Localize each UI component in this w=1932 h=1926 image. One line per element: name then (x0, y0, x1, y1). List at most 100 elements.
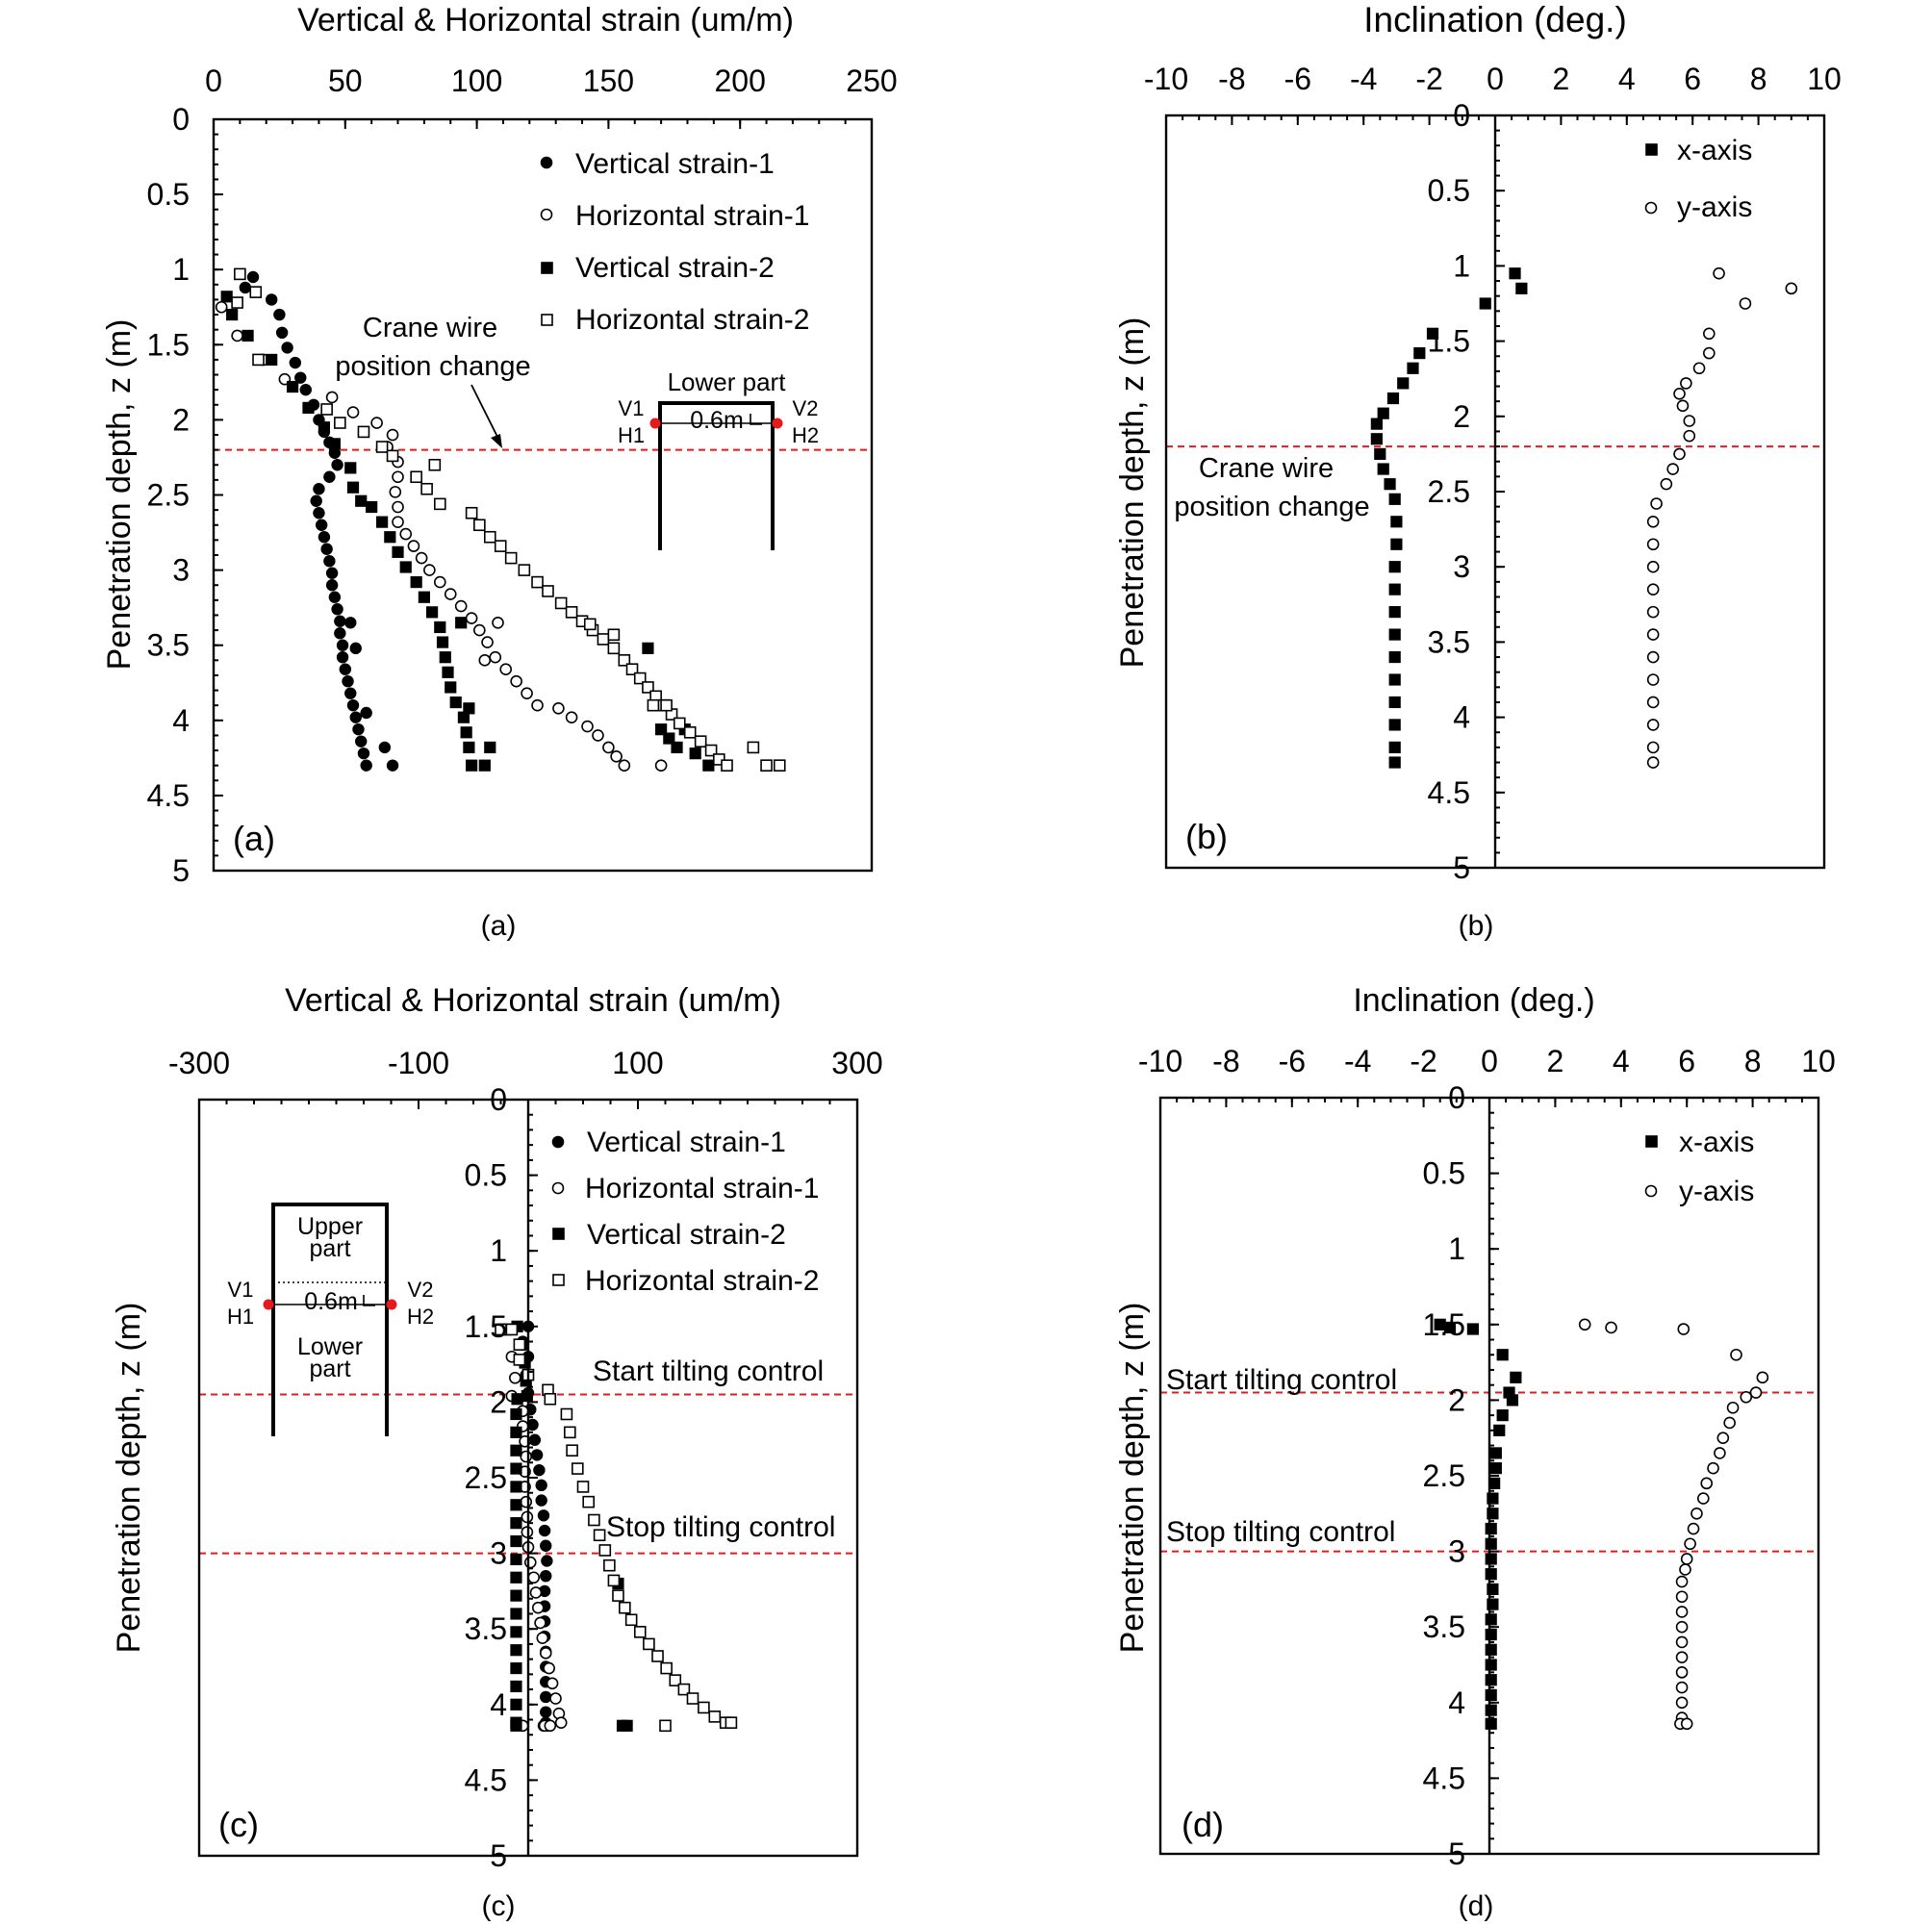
panel-a-data-point (478, 654, 492, 667)
panel-d-data-point (1707, 1461, 1719, 1475)
panel-a-legend-label-4: Horizontal strain-2 (575, 304, 809, 336)
panel-d-annotation-start-tilting: Start tilting control (1166, 1364, 1397, 1396)
panel-a-legend-item-1: Vertical strain-1 (540, 148, 775, 180)
panel-a-data-point (702, 759, 715, 772)
panel-c-data-point (593, 1529, 606, 1542)
panel-d-legend-marker-2 (1644, 1184, 1658, 1198)
panel-b-series-2 (1646, 266, 1798, 769)
panel-c-data-point (537, 1509, 550, 1522)
panel-a-data-point (392, 500, 404, 514)
panel-c-inset-label-v2: V2 (408, 1278, 434, 1302)
panel-a-data-point (331, 603, 343, 616)
panel-c-y-tick-label-8: 3.5 (465, 1611, 507, 1646)
panel-c-data-point (540, 1690, 552, 1704)
panel-a-inset-label-v2: V2 (793, 396, 819, 420)
panel-a-data-point (336, 639, 349, 651)
panel-c-inset-dim-tick (363, 1295, 375, 1306)
panel-d-y-tick-label-4: 1.5 (1423, 1307, 1465, 1342)
panel-a-data-point (281, 342, 293, 354)
panel-a-data-point (352, 722, 365, 736)
panel-a-data-point (583, 618, 597, 631)
panel-a-legend-marker-1 (540, 156, 553, 169)
panel-a-legend-item-2: Horizontal strain-1 (540, 200, 809, 232)
panel-c-data-point (660, 1661, 673, 1675)
panel-d-x-tick-label-10: 8 (1744, 1044, 1762, 1078)
panel-b-data-point (1646, 756, 1660, 769)
panel-d-data-point (1506, 1394, 1519, 1406)
panel-a-data-point (449, 696, 462, 709)
panel-a-data-point (465, 506, 478, 520)
panel-a-data-point (463, 702, 475, 715)
panel-a-data-point (315, 519, 328, 531)
panel-b-data-point (1666, 463, 1679, 475)
panel-a-data-point (592, 729, 604, 742)
panel-c-inset: Upper part 0.6m V1 H1 V2 H2 Lower part (227, 1203, 434, 1436)
panel-b-legend-label-2: y-axis (1677, 191, 1752, 223)
panel-d-caption: (d) (1459, 1890, 1494, 1922)
panel-b-data-point (1703, 327, 1716, 341)
panel-c-data-point (544, 1392, 557, 1406)
panel-c-caption: (c) (482, 1890, 516, 1922)
panel-c-y-tick-label-7: 3 (490, 1536, 507, 1571)
panel-b-data-point (1374, 447, 1386, 460)
panel-b-annotation-line-2: position change (1174, 492, 1369, 522)
panel-c-data-point (510, 1499, 522, 1511)
panel-a-data-point (328, 438, 341, 450)
panel-b-data-point (1703, 346, 1716, 360)
panel-a-y-tick-label-11: 5 (172, 853, 190, 888)
panel-a-data-point (384, 531, 396, 544)
panel-d-y-tick-label-11: 5 (1448, 1837, 1465, 1871)
panel-d-y-tick-label-5: 2 (1448, 1382, 1465, 1417)
panel-b-x-tick-label-3: -6 (1284, 62, 1311, 96)
panel-a-data-point (334, 615, 346, 627)
panel-b-data-point (1370, 433, 1383, 445)
panel-a: 0 50 100 150 200 250 0 0.5 1 1.5 2 2.5 3 3.5 4 4.5 5 Ver… (101, 2, 898, 942)
panel-a-data-point (633, 672, 647, 685)
panel-a-annotation-arrowhead (491, 434, 502, 448)
panel-c-data-point (686, 1692, 699, 1705)
panel-a-data-point (492, 616, 504, 629)
panel-a-data-point (302, 401, 315, 415)
panel-d-y-tick-label-1: 0 (1448, 1080, 1465, 1115)
panel-b-data-point (1388, 561, 1401, 573)
panel-a-data-point (370, 417, 383, 429)
panel-b-series-1 (1370, 267, 1528, 769)
panel-b-x-tick-label-9: 6 (1684, 62, 1701, 96)
panel-d-data-point (1690, 1508, 1703, 1520)
panel-a-inset-marker-right (772, 418, 783, 429)
panel-a-data-point (663, 732, 675, 745)
panel-c-series-4 (495, 1323, 738, 1733)
panel-c-data-point (527, 1571, 541, 1584)
panel-d-data-point (1714, 1447, 1726, 1459)
panel-d-data-point (1487, 1598, 1499, 1610)
panel-a-data-point (721, 759, 733, 772)
panel-a-data-point (607, 628, 621, 642)
panel-a-data-point (671, 741, 683, 754)
panel-c-inset-marker-right (386, 1299, 397, 1310)
panel-c-data-point (510, 1571, 522, 1584)
panel-b-data-point (1413, 347, 1426, 360)
panel-b-data-point (1646, 741, 1660, 754)
panel-a-y-tick-label-2: 0.5 (147, 177, 190, 212)
panel-a-y-tick-label-1: 0 (172, 102, 190, 137)
panel-d-data-point (1726, 1401, 1740, 1414)
panel-a-data-point (325, 579, 339, 592)
panel-a-data-point (249, 286, 263, 298)
panel-a-inset-marker-left (649, 418, 661, 429)
panel-a-data-point (683, 725, 697, 739)
panel-c-legend-item-4: Horizontal strain-2 (552, 1265, 819, 1297)
panel-d-legend-label-2: y-axis (1679, 1176, 1754, 1207)
panel-b-data-point (1479, 297, 1491, 310)
panel-d-x-tick-label-3: -6 (1279, 1044, 1306, 1078)
panel-a-data-point (357, 747, 370, 760)
panel-a-data-point (275, 326, 289, 340)
panel-a-inset-label-h1: H1 (618, 423, 645, 447)
panel-b-data-point (1388, 493, 1401, 505)
panel-d-data-point (1700, 1477, 1714, 1490)
panel-d-data-point (1489, 1462, 1502, 1475)
panel-b-x-tick-label-1: -10 (1144, 62, 1188, 96)
panel-c-data-point (566, 1444, 578, 1457)
panel-a-data-point (325, 391, 339, 404)
panel-b-data-point (1390, 538, 1403, 550)
panel-d-series-1 (1434, 1318, 1522, 1730)
